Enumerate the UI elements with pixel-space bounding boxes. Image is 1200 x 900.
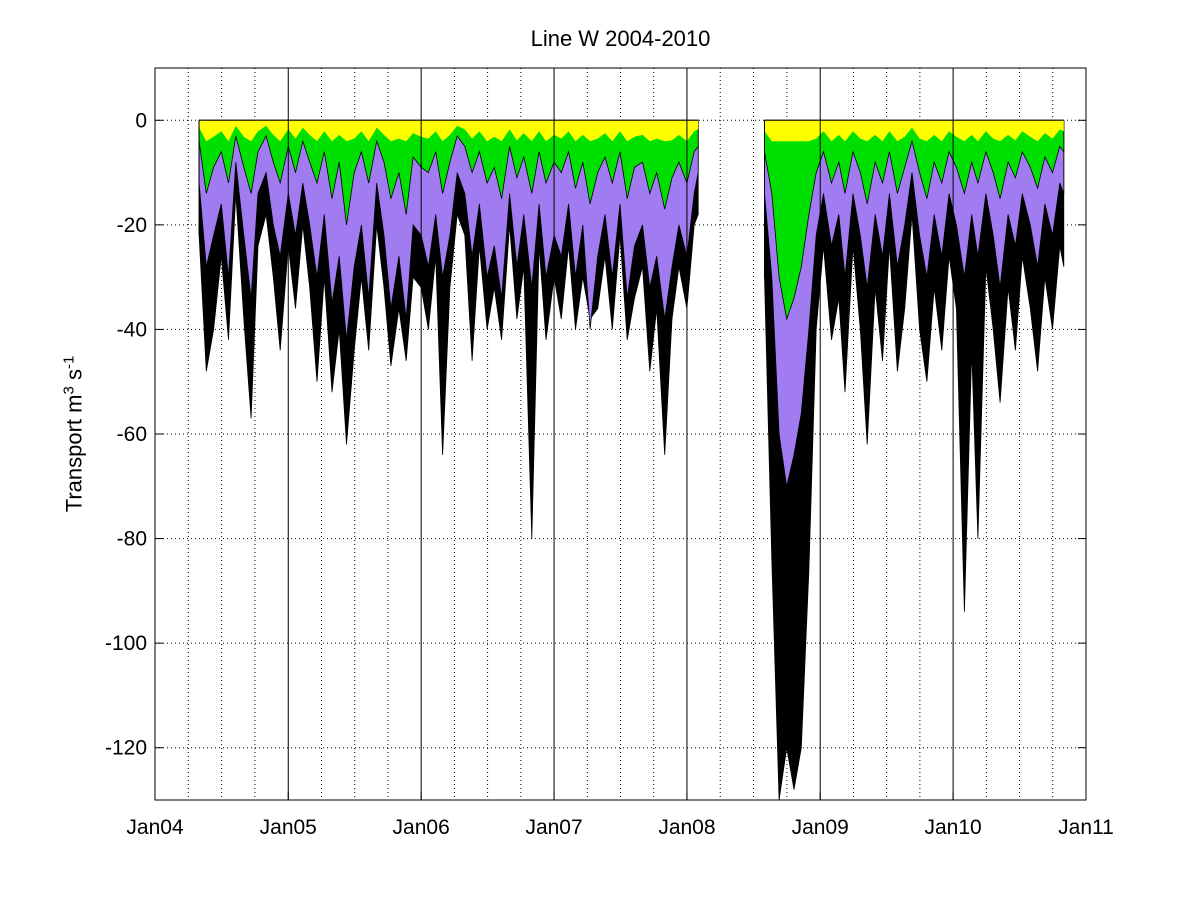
x-tick-label: Jan06 [393,816,450,839]
y-tick-label: -40 [117,318,147,341]
segment-2-yellow-area [764,120,1064,142]
y-tick-label: 0 [135,109,147,132]
x-tick-label: Jan09 [792,816,849,839]
x-tick-label: Jan05 [260,816,317,839]
chart-title: Line W 2004-2010 [530,26,711,51]
y-tick-label: -80 [117,528,147,551]
x-tick-label: Jan11 [1058,816,1114,839]
y-tick-label: -100 [105,632,147,655]
x-tick-label: Jan04 [126,816,184,839]
segment-1-yellow-area [199,120,699,142]
x-tick-label: Jan10 [924,816,981,839]
y-tick-label: -60 [117,423,147,446]
x-tick-label: Jan08 [658,816,715,839]
x-tick-label: Jan07 [525,816,582,839]
y-tick-label: -20 [117,214,147,237]
y-tick-label: -120 [105,737,147,760]
